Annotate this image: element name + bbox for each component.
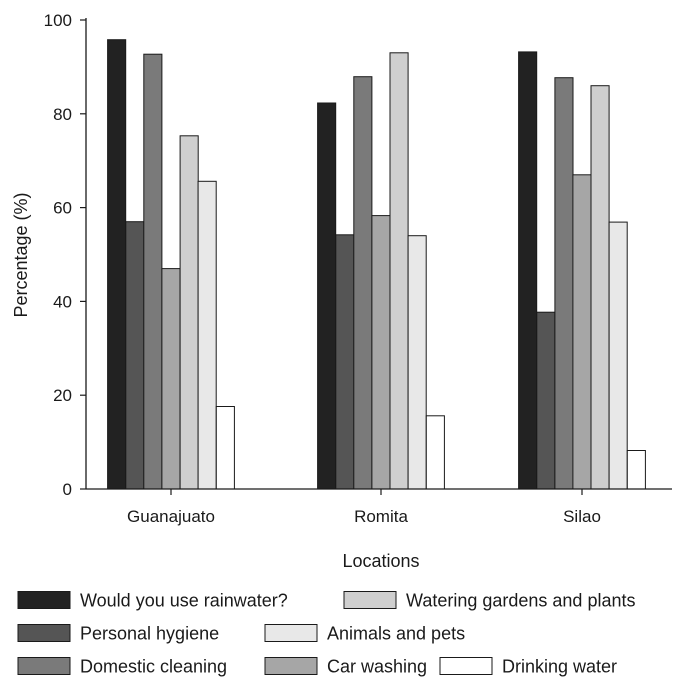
bar-guanajuato-animals-and-pets (197, 180, 217, 490)
bar-romita-drinking-water (425, 415, 445, 490)
x-tick-label-romita: Romita (354, 507, 408, 526)
legend-label-animals-and-pets: Animals and pets (327, 624, 465, 644)
legend-swatch-personal-hygiene (17, 624, 71, 642)
x-axis-title: Locations (342, 551, 419, 571)
y-tick-label-80: 80 (53, 105, 72, 124)
bar-guanajuato-would-you-use-rainwater (107, 39, 127, 490)
legend-label-personal-hygiene: Personal hygiene (80, 624, 219, 644)
legend-swatch-animals-and-pets (264, 624, 318, 642)
bar-romita-watering-gardens-and-plants (389, 52, 409, 490)
legend-label-car-washing: Car washing (327, 657, 427, 677)
bar-guanajuato-drinking-water (215, 406, 235, 490)
legend-label-drinking-water: Drinking water (502, 657, 617, 677)
bar-romita-animals-and-pets (407, 235, 427, 490)
bar-silao-car-washing (572, 174, 592, 490)
y-tick-label-40: 40 (53, 292, 72, 311)
bar-romita-car-washing (371, 215, 391, 490)
bar-guanajuato-car-washing (161, 268, 181, 490)
bars-layer (107, 39, 646, 490)
legend-swatch-would-you-use-rainwater (17, 591, 71, 609)
legend: Would you use rainwater? Watering gardens… (17, 591, 635, 677)
legend-swatch-car-washing (264, 657, 318, 675)
y-tick-label-0: 0 (63, 480, 72, 499)
bar-silao-would-you-use-rainwater (518, 51, 538, 490)
y-tick-label-60: 60 (53, 199, 72, 218)
bar-romita-personal-hygiene (335, 234, 355, 490)
axes-layer: Guanajuato Romita Silao 0 20 40 60 80 100 (44, 11, 672, 526)
bar-silao-watering-gardens-and-plants (590, 85, 610, 490)
legend-swatch-domestic-cleaning (17, 657, 71, 675)
legend-swatch-drinking-water (439, 657, 493, 675)
bar-silao-personal-hygiene (536, 311, 556, 490)
y-tick-label-100: 100 (44, 11, 72, 30)
y-tick-label-20: 20 (53, 386, 72, 405)
legend-label-would-you-use-rainwater: Would you use rainwater? (80, 591, 288, 611)
y-axis-title: Percentage (%) (11, 192, 31, 317)
x-tick-label-silao: Silao (563, 507, 601, 526)
bar-guanajuato-watering-gardens-and-plants (179, 135, 199, 490)
x-tick-label-guanajuato: Guanajuato (127, 507, 215, 526)
bar-silao-drinking-water (626, 450, 646, 490)
bar-romita-domestic-cleaning (353, 76, 373, 490)
legend-swatch-watering-gardens-and-plants (343, 591, 397, 609)
bar-silao-animals-and-pets (608, 221, 628, 490)
bar-guanajuato-domestic-cleaning (143, 53, 163, 490)
bar-guanajuato-personal-hygiene (125, 221, 145, 490)
legend-label-domestic-cleaning: Domestic cleaning (80, 657, 227, 677)
bar-romita-would-you-use-rainwater (317, 102, 337, 490)
legend-label-watering-gardens-and-plants: Watering gardens and plants (406, 591, 635, 611)
bar-silao-domestic-cleaning (554, 77, 574, 490)
